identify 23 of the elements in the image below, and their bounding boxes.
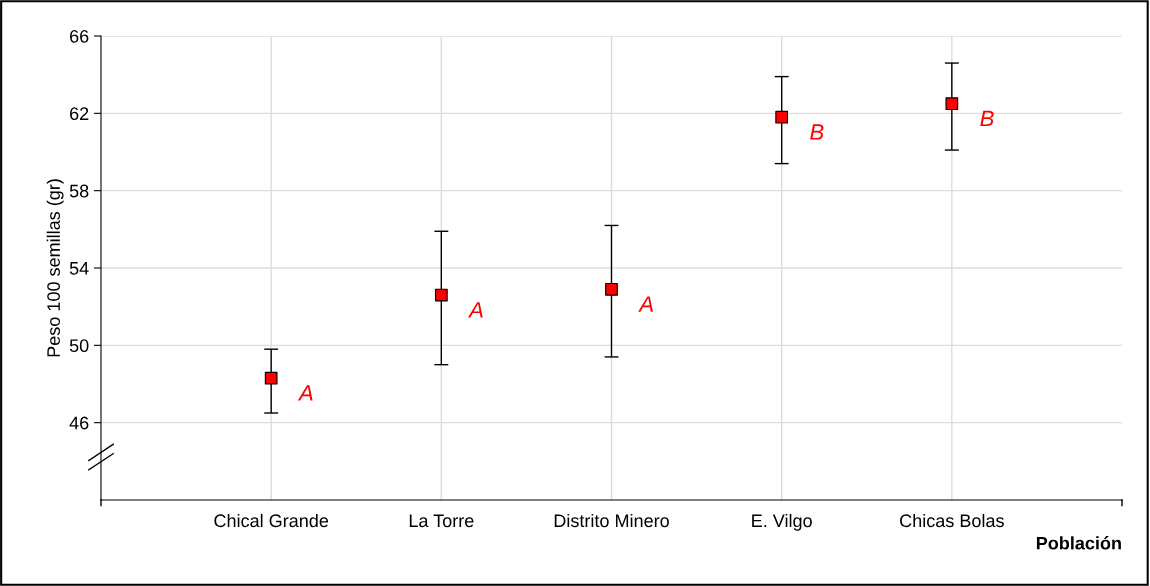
y-tick-label: 54: [69, 262, 89, 275]
x-tick-label: E. Vilgo: [752, 513, 812, 531]
annotation: A: [297, 385, 313, 401]
point: [945, 97, 959, 111]
y-tick-label: 46: [69, 416, 89, 430]
x-tick-label: Chical Grande: [214, 513, 329, 528]
annotation: A: [638, 296, 653, 312]
y-tick-label: 50: [69, 339, 89, 353]
x-axis-title: Población: [1036, 536, 1121, 550]
x-tick-label: La Torre: [409, 514, 474, 528]
y-tick-label: 62: [70, 107, 89, 121]
point: [264, 371, 278, 385]
y-axis-title: Peso 100 semillas (gr): [46, 179, 64, 357]
point: [605, 282, 618, 296]
point: [434, 288, 448, 302]
y-tick-label: 66: [70, 29, 89, 43]
annotation: A: [468, 302, 483, 318]
y-tick-label: 58: [69, 184, 89, 198]
x-tick-label: Chicas Bolas: [900, 513, 1004, 528]
x-tick-label: Distrito Minero: [554, 513, 669, 528]
annotation: B: [980, 110, 994, 127]
annotation: B: [810, 124, 824, 140]
point: [775, 110, 789, 124]
